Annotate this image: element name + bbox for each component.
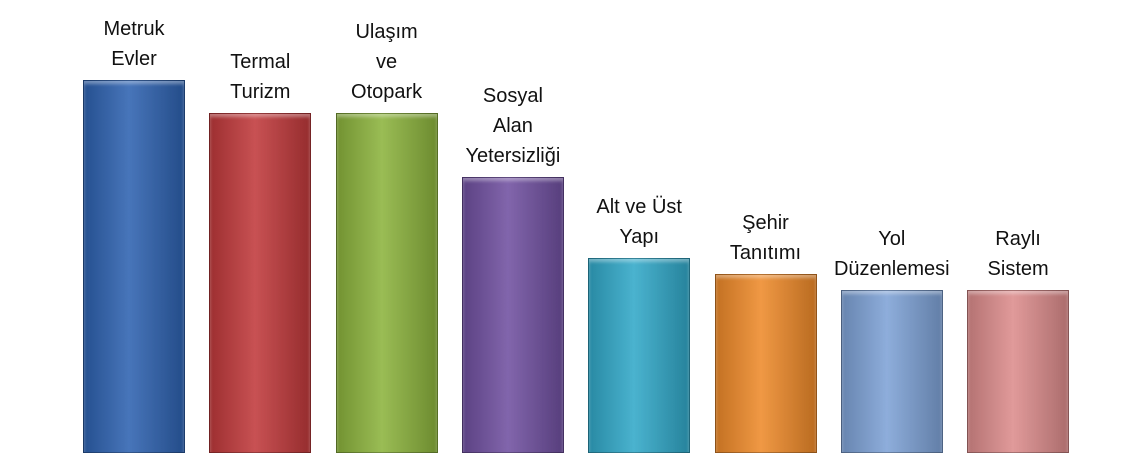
category-label: Şehir Tanıtımı bbox=[729, 212, 802, 264]
bar bbox=[967, 290, 1070, 453]
category-label: Metruk Evler bbox=[103, 18, 165, 70]
category-label: Sosyal Alan Yetersizliği bbox=[465, 85, 561, 167]
bar bbox=[209, 113, 312, 453]
category-label: Raylı Sistem bbox=[987, 228, 1049, 280]
bar bbox=[83, 80, 185, 453]
bar bbox=[588, 258, 691, 453]
category-label: Alt ve Üst Yapı bbox=[596, 196, 682, 248]
bar bbox=[461, 177, 564, 453]
bar bbox=[335, 113, 438, 453]
category-label: Yol Düzenlemesi bbox=[833, 228, 950, 280]
bar bbox=[840, 290, 943, 453]
category-label: Termal Turizm bbox=[230, 51, 291, 103]
bar bbox=[714, 274, 817, 453]
category-label: Ulaşım ve Otopark bbox=[351, 21, 423, 103]
